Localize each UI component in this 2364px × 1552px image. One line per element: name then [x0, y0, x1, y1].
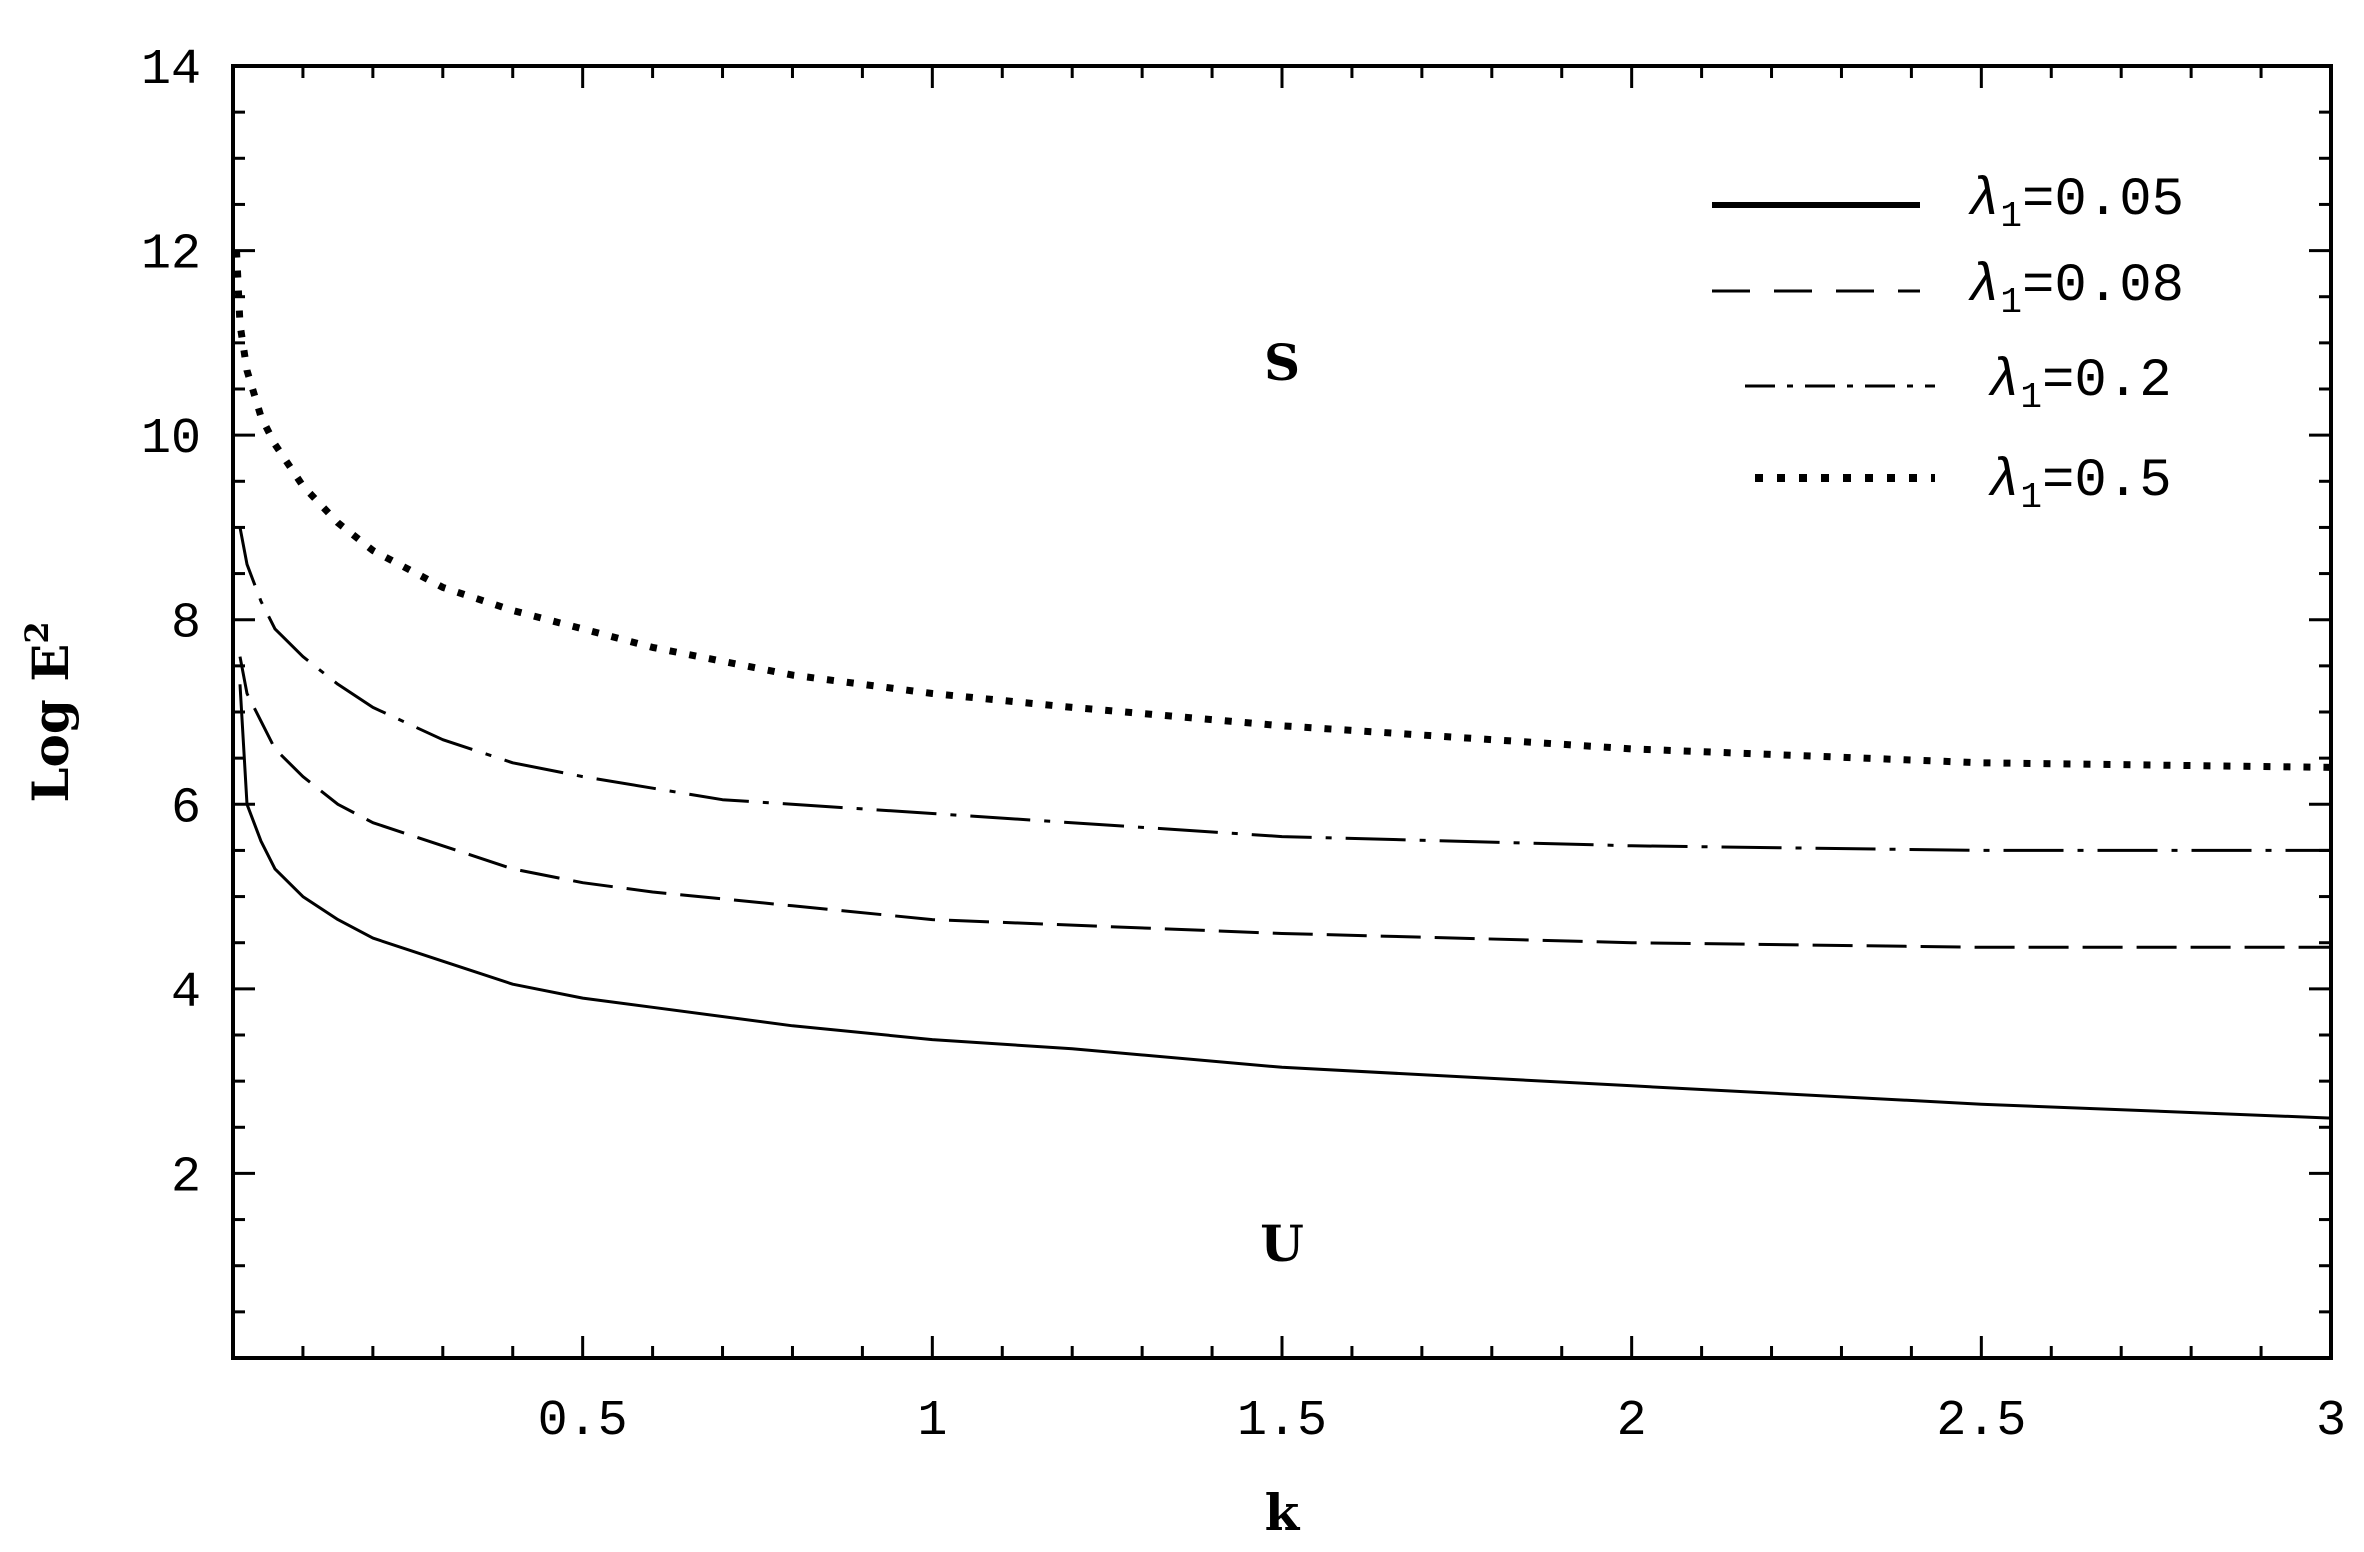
y-axis-ticks: 2 4 6 8 10 12 14 [141, 42, 2331, 1314]
y-axis-title: Log E2 [18, 621, 80, 802]
x-tick-label: 1 [917, 1393, 947, 1450]
series-line-solid [238, 684, 2332, 1120]
plot-frame [231, 64, 2333, 1360]
legend-value-4: =0.5 [2042, 451, 2172, 512]
y-tick-label: 10 [141, 411, 201, 468]
x-tick-label: 2.5 [1936, 1393, 2026, 1450]
y-axis-title-main: Log E [21, 644, 80, 803]
legend-subscript-3: 1 [2020, 377, 2042, 418]
legend-value-1: =0.05 [2022, 170, 2184, 231]
x-tick-label: 1.5 [1237, 1393, 1327, 1450]
x-tick-label: 0.5 [538, 1393, 628, 1450]
series-line-dashdot [238, 527, 2331, 852]
x-axis-title: k [1265, 1483, 1301, 1542]
y-tick-label: 4 [171, 965, 201, 1022]
legend-entry-4: λ1=0.5 [1988, 451, 2172, 518]
legend-value-3: =0.2 [2042, 351, 2172, 412]
legend: λ1=0.05 λ1=0.08 λ1=0.2 λ1=0.5 [1712, 170, 2184, 518]
y-tick-label: 6 [171, 780, 201, 837]
x-tick-label: 2 [1617, 1393, 1647, 1450]
legend-lambda-2: λ [1968, 256, 2000, 317]
x-axis-ticks: 0.5 1 1.5 2 2.5 3 [301, 66, 2346, 1450]
y-tick-label: 2 [171, 1149, 201, 1206]
series-line-dashed [238, 656, 2331, 949]
y-tick-label: 8 [171, 596, 201, 653]
series-layer [233, 250, 2332, 1120]
legend-entry-1: λ1=0.05 [1968, 170, 2184, 237]
legend-entry-2: λ1=0.08 [1968, 256, 2184, 323]
region-label-stable: S [1264, 333, 1300, 392]
y-tick-label: 14 [141, 42, 201, 99]
y-axis-title-superscript: 2 [18, 621, 56, 643]
region-label-unstable: U [1260, 1214, 1304, 1273]
legend-lambda-3: λ [1988, 351, 2020, 412]
y-tick-label: 12 [141, 227, 201, 284]
x-tick-label: 3 [2316, 1393, 2346, 1450]
legend-subscript-1: 1 [2000, 196, 2022, 237]
legend-entry-3: λ1=0.2 [1988, 351, 2172, 418]
legend-value-2: =0.08 [2022, 256, 2184, 317]
legend-subscript-4: 1 [2020, 477, 2042, 518]
legend-lambda-1: λ [1968, 170, 2000, 231]
legend-subscript-2: 1 [2000, 282, 2022, 323]
legend-lambda-4: λ [1988, 451, 2020, 512]
